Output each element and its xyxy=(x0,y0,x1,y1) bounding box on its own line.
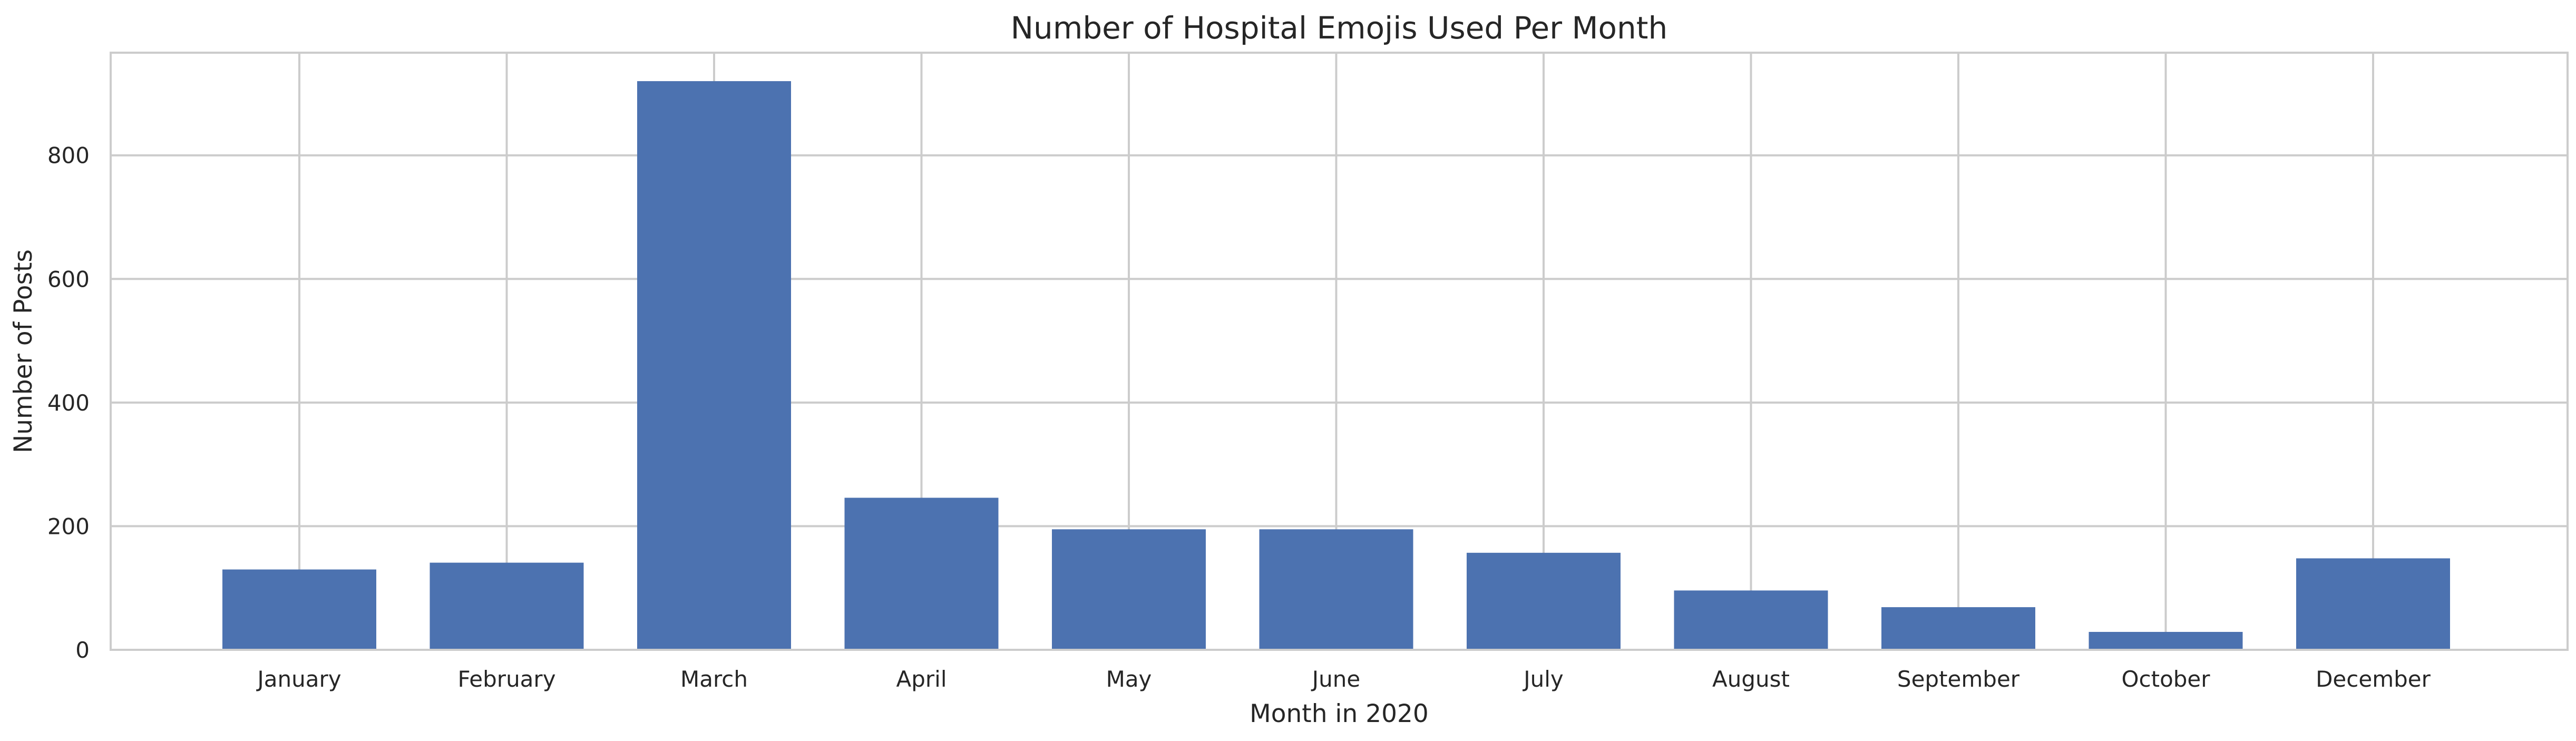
y-tick-label: 800 xyxy=(47,143,90,169)
x-tick-label-october: October xyxy=(2121,666,2210,692)
x-tick-label-december: December xyxy=(2316,666,2431,692)
x-axis-label: Month in 2020 xyxy=(1250,699,1429,728)
bar-december xyxy=(2296,558,2450,650)
y-tick-label: 600 xyxy=(47,266,90,292)
bar-october xyxy=(2089,631,2243,650)
bar-september xyxy=(1881,607,2035,650)
bar-january xyxy=(222,569,376,650)
bar-march xyxy=(637,81,791,650)
x-tick-label-march: March xyxy=(680,666,748,692)
x-tick-label-january: January xyxy=(256,666,341,692)
x-tick-label-september: September xyxy=(1897,666,2020,692)
y-tick-label: 0 xyxy=(75,637,90,663)
chart-title: Number of Hospital Emojis Used Per Month xyxy=(1011,10,1668,46)
plot-frame xyxy=(110,52,2569,651)
bar-june xyxy=(1259,529,1413,650)
bar-august xyxy=(1674,590,1828,650)
y-axis-label: Number of Posts xyxy=(9,249,38,453)
bar-april xyxy=(844,498,999,650)
bar-february xyxy=(430,562,584,650)
bar-may xyxy=(1052,529,1206,650)
x-tick-label-june: June xyxy=(1311,666,1360,692)
bars xyxy=(222,81,2450,650)
x-tick-labels: January February March April May June July Augu… xyxy=(256,666,2431,692)
x-tick-label-may: May xyxy=(1106,666,1152,692)
y-tick-label: 400 xyxy=(47,390,90,416)
x-tick-label-july: July xyxy=(1522,666,1564,692)
bar-july xyxy=(1467,552,1621,650)
x-tick-label-february: February xyxy=(457,666,555,692)
x-tick-label-april: April xyxy=(896,666,947,692)
grid-lines xyxy=(111,53,2568,651)
x-tick-label-august: August xyxy=(1712,666,1790,692)
y-tick-label: 200 xyxy=(47,513,90,539)
y-tick-labels: 0 200 400 600 800 xyxy=(47,143,90,663)
